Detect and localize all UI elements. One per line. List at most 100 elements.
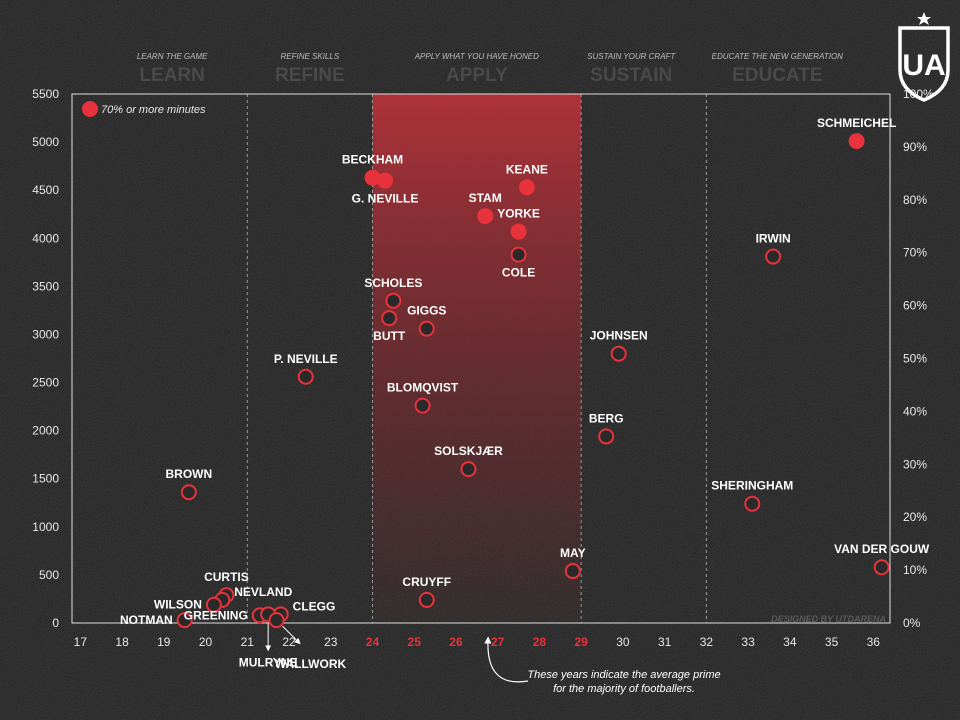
- y2-tick-label: 10%: [903, 563, 927, 577]
- x-tick-label: 36: [867, 635, 881, 649]
- phase-caption: EDUCATE THE NEW GENERATION: [712, 52, 843, 61]
- y-tick-label: 5000: [32, 135, 59, 149]
- y-tick-label: 4500: [32, 183, 59, 197]
- player-label: CLEGG: [293, 599, 336, 613]
- player-label: VAN DER GOUW: [834, 542, 930, 556]
- x-tick-label: 32: [700, 635, 714, 649]
- x-tick-label: 28: [533, 635, 547, 649]
- annotation-line-1: These years indicate the average prime: [527, 669, 720, 681]
- player-label: MULRYNE: [239, 655, 298, 669]
- player-point: [205, 596, 222, 613]
- annotation-line-2: for the majority of footballers.: [553, 683, 695, 695]
- player-label: SHERINGHAM: [711, 479, 793, 493]
- y-tick-label: 3000: [32, 327, 59, 341]
- y-tick-label: 4000: [32, 231, 59, 245]
- phase-title: REFINE: [275, 65, 345, 86]
- phase-caption: REFINE SKILLS: [281, 52, 340, 61]
- player-label: NOTMAN: [120, 613, 173, 627]
- player-label: JOHNSEN: [590, 329, 648, 343]
- x-tick-label: 23: [324, 635, 338, 649]
- player-point: [385, 292, 402, 309]
- player-point: [460, 461, 477, 478]
- legend-marker: [82, 101, 98, 117]
- x-tick-label: 25: [408, 635, 422, 649]
- phase-title: SUSTAIN: [590, 65, 672, 86]
- player-point: [414, 397, 431, 414]
- plot-frame: [71, 93, 891, 624]
- x-tick-label: 24: [366, 635, 380, 649]
- y2-tick-label: 60%: [903, 299, 927, 313]
- y2-tick-label: 30%: [903, 457, 927, 471]
- player-label: SCHMEICHEL: [817, 116, 896, 130]
- y-tick-label: 2500: [32, 376, 59, 390]
- player-label: IRWIN: [756, 232, 791, 246]
- player-label: COLE: [502, 266, 535, 280]
- player-label: P. NEVILLE: [274, 352, 338, 366]
- logo-letters: UA: [902, 49, 945, 82]
- player-label: WALLWORK: [275, 657, 347, 671]
- x-tick-label: 20: [199, 635, 213, 649]
- y2-tick-label: 50%: [903, 352, 927, 366]
- player-point: [381, 310, 398, 327]
- player-point: [510, 223, 527, 240]
- x-tick-label: 21: [241, 635, 255, 649]
- x-tick-label: 19: [157, 635, 171, 649]
- player-point: [848, 133, 865, 150]
- player-point: [377, 172, 394, 189]
- x-tick-label: 26: [449, 635, 463, 649]
- prime-years-band: [372, 94, 582, 623]
- y-tick-label: 1000: [32, 520, 59, 534]
- player-label: G. NEVILLE: [352, 192, 419, 206]
- player-point: [297, 368, 314, 385]
- player-point: [873, 559, 890, 576]
- player-point: [765, 248, 782, 265]
- x-tick-label: 33: [741, 635, 755, 649]
- player-label: BUTT: [373, 329, 406, 343]
- player-point: [180, 484, 197, 501]
- player-point: [744, 495, 761, 512]
- phase-caption: LEARN THE GAME: [137, 52, 208, 61]
- y2-tick-label: 90%: [903, 140, 927, 154]
- phase-title: EDUCATE: [732, 65, 822, 86]
- y2-tick-label: 0%: [903, 616, 921, 630]
- player-point: [518, 179, 535, 196]
- player-label: GIGGS: [407, 304, 446, 318]
- x-tick-label: 22: [282, 635, 296, 649]
- player-point: [598, 428, 615, 445]
- y2-tick-label: 80%: [903, 193, 927, 207]
- x-tick-label: 31: [658, 635, 672, 649]
- player-label: BLOMQVIST: [387, 381, 459, 395]
- phase-caption: SUSTAIN YOUR CRAFT: [587, 52, 676, 61]
- player-label: MAY: [560, 546, 586, 560]
- utdarena-logo: UA: [898, 12, 950, 102]
- y2-tick-label: 40%: [903, 404, 927, 418]
- x-tick-label: 30: [616, 635, 630, 649]
- phase-title: LEARN: [139, 65, 204, 86]
- player-point: [268, 612, 285, 629]
- player-label: SCHOLES: [364, 276, 422, 290]
- player-point: [418, 320, 435, 337]
- label-arrow: [282, 625, 301, 645]
- player-label: WILSON: [154, 598, 202, 612]
- player-point: [477, 208, 494, 225]
- player-label: BROWN: [166, 467, 213, 481]
- player-point: [564, 563, 581, 580]
- x-tick-label: 34: [783, 635, 797, 649]
- player-point: [176, 612, 193, 629]
- y-tick-label: 3500: [32, 279, 59, 293]
- legend-label: 70% or more minutes: [101, 104, 206, 116]
- player-label: STAM: [469, 191, 502, 205]
- x-tick-label: 29: [574, 635, 588, 649]
- player-label: YORKE: [497, 207, 540, 221]
- x-tick-label: 17: [74, 635, 88, 649]
- player-label: NEVLAND: [234, 585, 292, 599]
- x-tick-label: 18: [115, 635, 129, 649]
- y2-tick-label: 70%: [903, 246, 927, 260]
- player-point: [610, 345, 627, 362]
- y-tick-label: 500: [39, 568, 59, 582]
- annotation-arrow: [484, 636, 529, 683]
- player-label: KEANE: [506, 162, 548, 176]
- player-label: CURTIS: [204, 570, 249, 584]
- player-label: SOLSKJÆR: [434, 444, 503, 458]
